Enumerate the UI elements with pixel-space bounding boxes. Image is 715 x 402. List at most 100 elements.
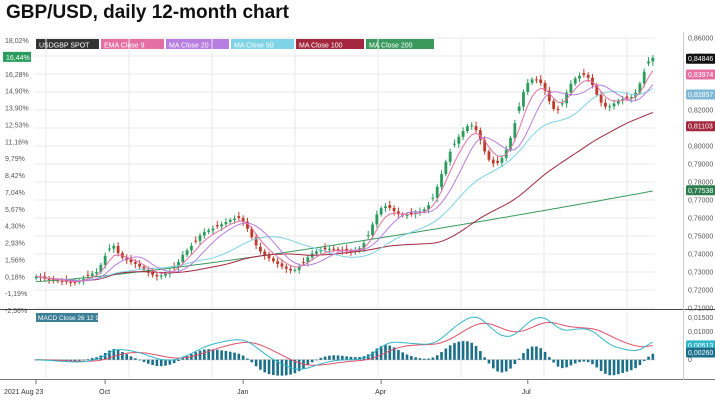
macd-histogram-bar	[612, 359, 616, 376]
candle-body	[629, 97, 633, 99]
left-tick-label: -2,56%	[5, 308, 27, 315]
macd-histogram-bar	[345, 356, 348, 360]
macd-histogram-bar	[90, 358, 94, 360]
candle-body	[207, 230, 211, 233]
macd-tick-label: 0,01500	[688, 315, 713, 322]
macd-histogram-bar	[604, 359, 607, 374]
right-tick-label: 0,79000	[688, 162, 713, 169]
candle-body	[448, 151, 452, 162]
candle-body	[599, 94, 603, 103]
macd-histogram-bar	[479, 351, 482, 360]
macd-histogram-bar	[267, 359, 271, 375]
macd-histogram-bar	[599, 359, 603, 372]
candle-body	[586, 74, 590, 78]
macd-histogram-bar	[422, 358, 426, 360]
right-tick-label: 0,73000	[688, 270, 713, 277]
macd-histogram-bar	[491, 359, 495, 369]
candle-body	[552, 101, 556, 109]
macd-histogram-bar	[323, 356, 327, 360]
axes: 0,860000,850000,840000,830000,820000,810…	[0, 32, 715, 396]
candle-body	[99, 264, 103, 272]
right-tick-label: 0,86000	[688, 36, 713, 43]
left-tick-label: 8,42%	[5, 173, 25, 180]
legend-swatch	[296, 39, 364, 49]
macd-histogram-bar	[504, 359, 508, 372]
left-tick-label: 16,44%	[6, 55, 30, 62]
left-tick-label: 14,90%	[5, 89, 29, 96]
macd-histogram-bar	[591, 359, 594, 365]
candle-body	[573, 78, 577, 84]
candle-body	[90, 273, 94, 276]
macd-pane: MACD Close 26 12 9	[34, 313, 655, 376]
candle-body	[108, 248, 111, 250]
ma100-line	[36, 112, 653, 282]
right-tick-label: 0,76000	[688, 216, 713, 223]
macd-histogram-bar	[328, 355, 331, 360]
macd-histogram-bar	[405, 354, 409, 360]
candle-body	[215, 225, 219, 227]
left-tick-label: 0,18%	[5, 274, 25, 281]
macd-histogram-bar	[629, 359, 633, 371]
candle-body	[133, 262, 137, 264]
macd-histogram-bar	[151, 359, 154, 366]
macd-histogram-bar	[86, 359, 90, 360]
macd-histogram-bar	[548, 357, 551, 360]
candle-body	[487, 151, 491, 160]
candle-body	[556, 108, 560, 110]
candle-body	[159, 275, 163, 277]
macd-histogram-bar	[642, 359, 646, 361]
candle-body	[530, 79, 534, 83]
macd-histogram-bar	[272, 359, 275, 376]
macd-histogram-bar	[565, 359, 568, 368]
candle-body	[375, 214, 379, 225]
macd-histogram-bar	[172, 359, 176, 364]
macd-histogram-bar	[444, 348, 448, 360]
macd-histogram-bar	[73, 359, 77, 362]
legend-swatch	[366, 39, 434, 49]
candle-body	[73, 282, 77, 284]
right-tick-label: 0,80000	[688, 144, 713, 151]
candle-body	[267, 255, 271, 259]
candle-body	[323, 247, 327, 250]
macd-histogram-bar	[617, 359, 620, 375]
macd-histogram-bar	[95, 357, 98, 360]
candle-body	[560, 103, 564, 105]
macd-histogram-bar	[638, 359, 642, 366]
candle-body	[224, 221, 228, 225]
macd-histogram-bar	[250, 359, 254, 363]
macd-histogram-bar	[108, 350, 111, 360]
macd-histogram-bar	[496, 359, 499, 372]
candle-body	[95, 272, 98, 274]
left-tick-label: 13,90%	[5, 106, 29, 113]
legend-swatch	[101, 39, 164, 49]
value-marker-label: 0,81103	[688, 124, 713, 131]
macd-histogram-bar	[319, 357, 323, 360]
left-tick-label: 12,53%	[5, 122, 29, 129]
main-grid	[34, 37, 655, 309]
candle-body	[315, 251, 318, 254]
value-marker	[686, 347, 715, 358]
candle-body	[625, 96, 629, 99]
candle-body	[69, 281, 73, 283]
candle-body	[211, 228, 215, 231]
macd-histogram-bar	[138, 359, 141, 361]
candle-body	[616, 100, 620, 104]
candle-body	[422, 209, 426, 212]
candle-body	[362, 243, 366, 249]
macd-histogram-bar	[552, 359, 555, 363]
legend-swatch	[231, 39, 294, 49]
candle-body	[397, 211, 400, 215]
macd-histogram-bar	[543, 351, 547, 360]
candle-body	[453, 143, 456, 145]
macd-histogram-bar	[164, 359, 167, 366]
candle-body	[56, 280, 60, 282]
candle-body	[642, 71, 646, 84]
candle-body	[47, 278, 51, 280]
price-markers: 0,84846 0,83974 0,82857 0,81103 0,77538 0,005…	[686, 53, 715, 358]
candle-body	[250, 228, 254, 238]
candle-body	[284, 266, 288, 269]
x-tick-label: Jul	[522, 389, 531, 396]
legend-swatch	[166, 39, 229, 49]
macd-histogram-bar	[220, 350, 223, 360]
